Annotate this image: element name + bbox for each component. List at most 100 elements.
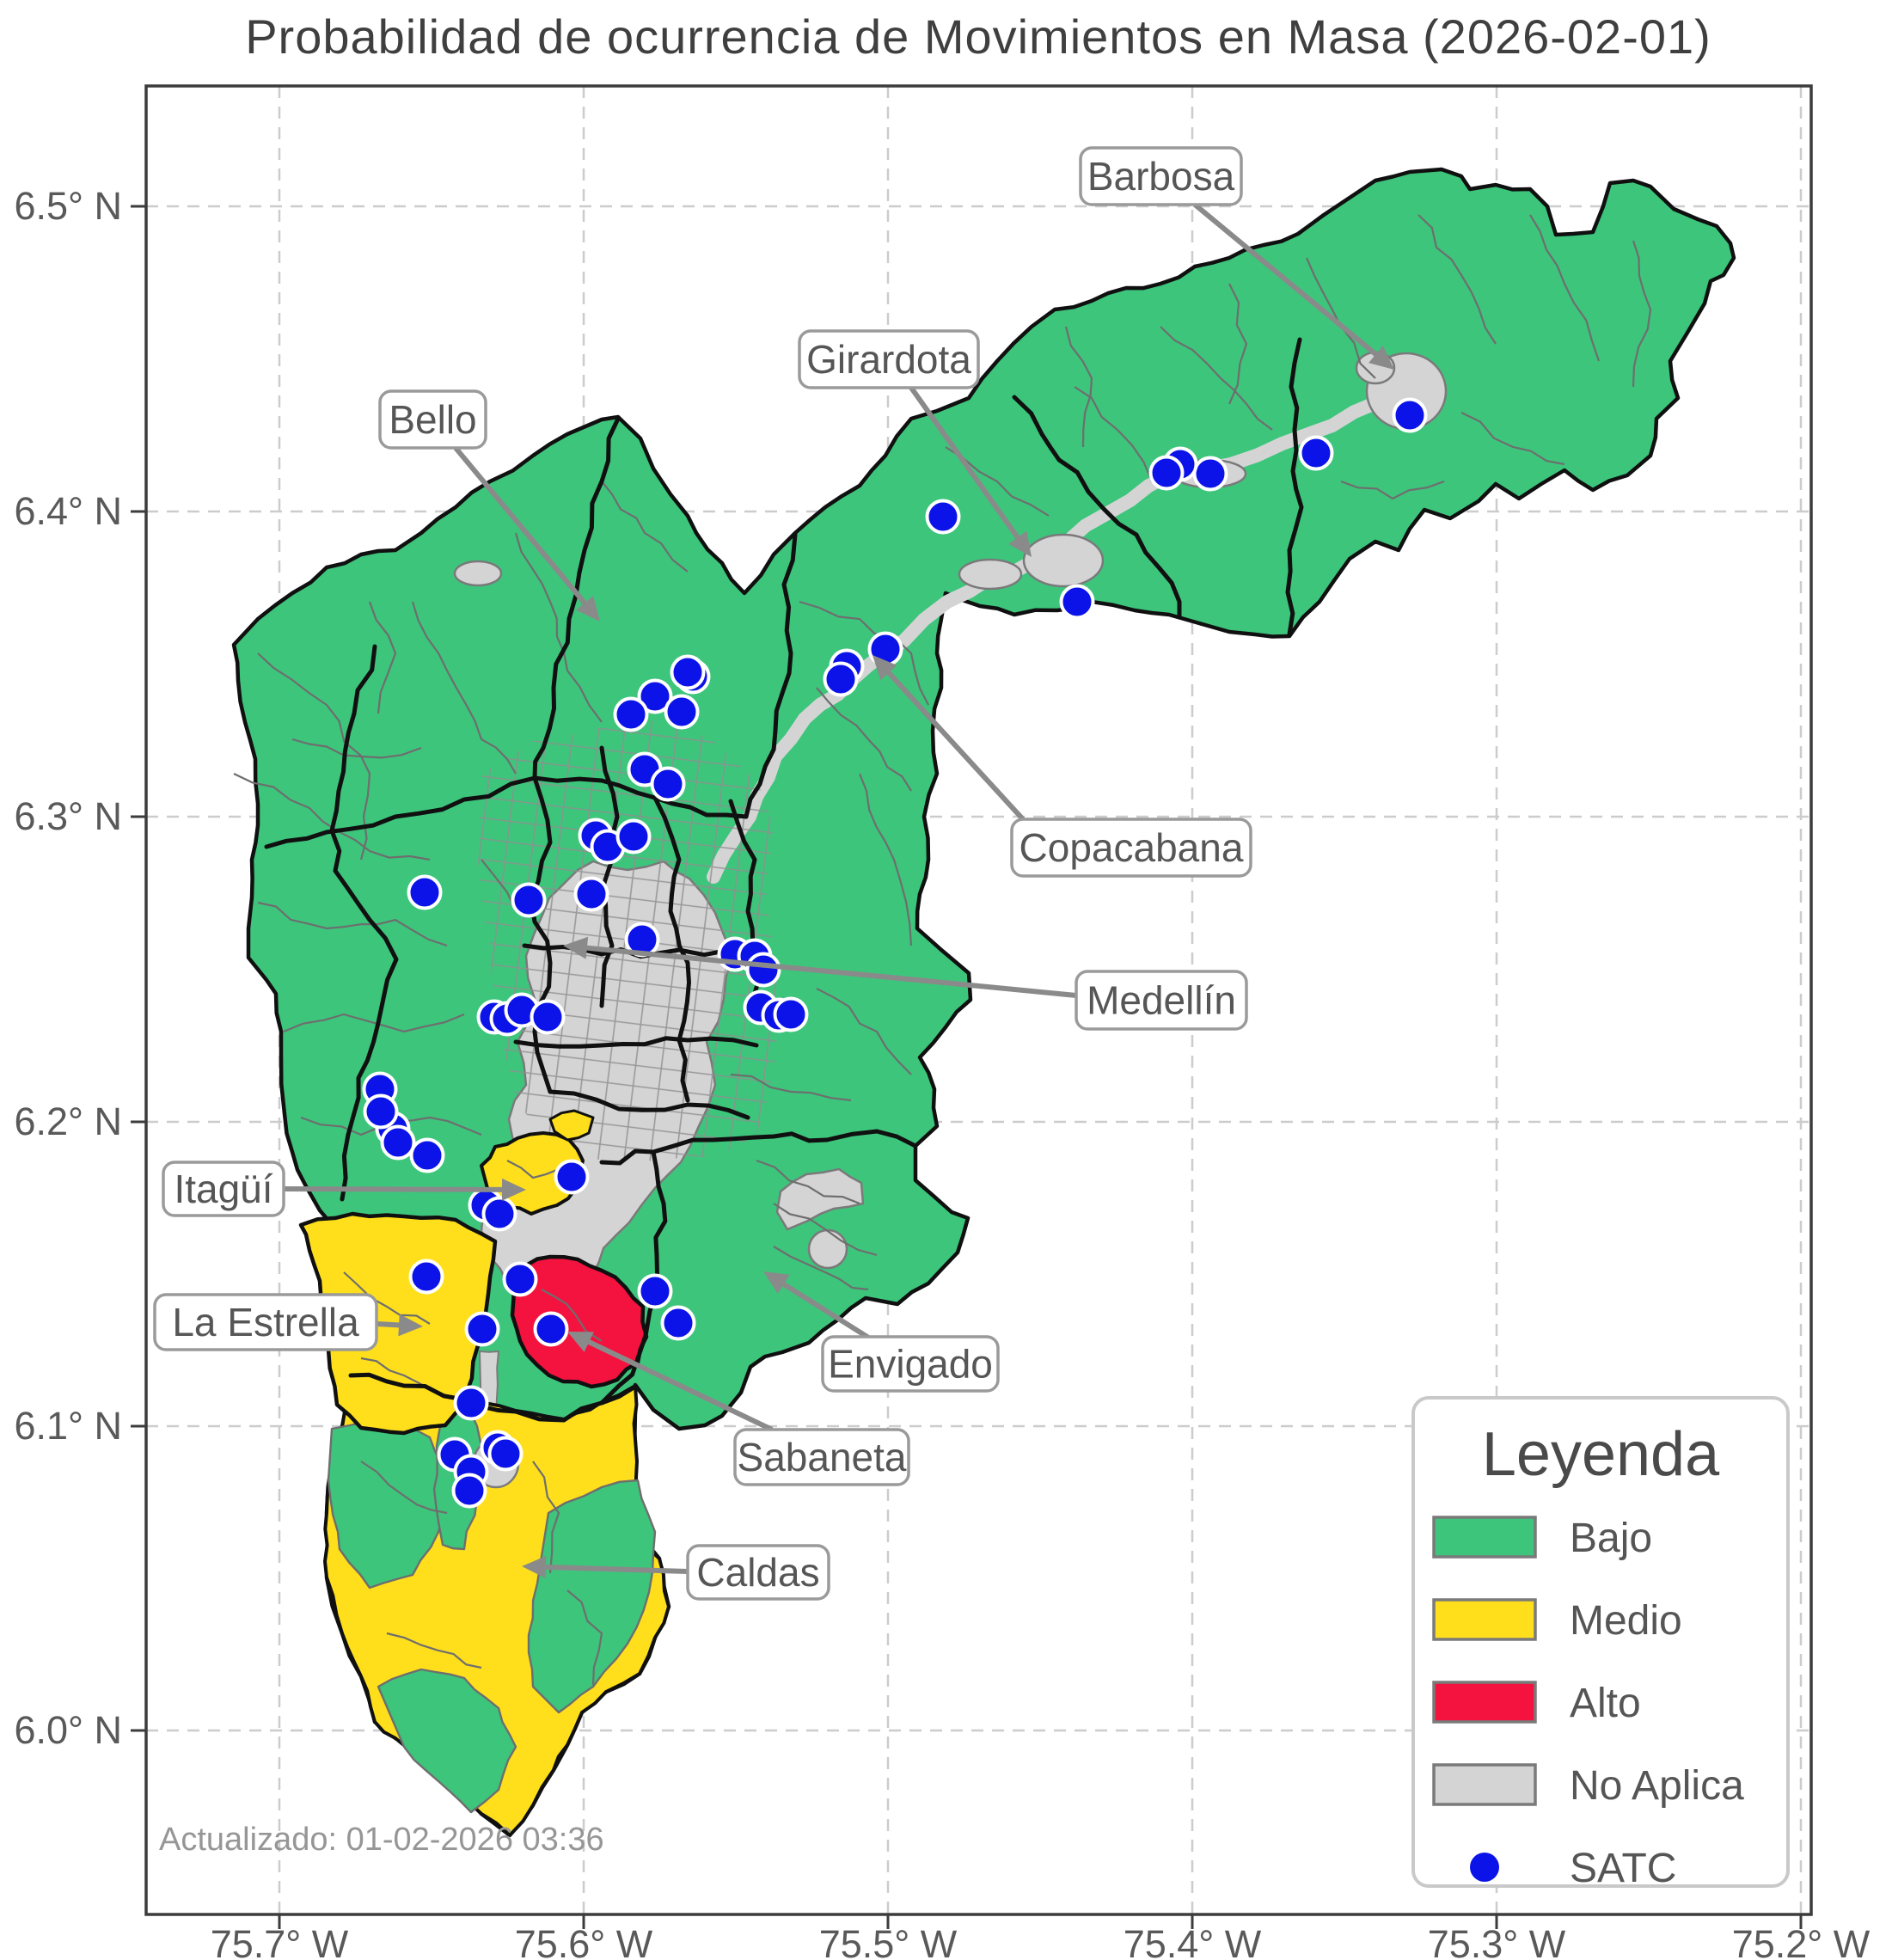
satc-dot (615, 818, 652, 854)
municipal-border (599, 1129, 918, 1166)
annotation-arrow-line (885, 668, 1026, 822)
x-tick-label: 75.3° W (1428, 1922, 1566, 1960)
satc-dot (363, 1093, 399, 1130)
y-tick-label: 6.5° N (14, 184, 122, 228)
vereda-border (1340, 480, 1445, 500)
vereda-border (601, 481, 689, 573)
annotation-arrow-line (453, 446, 589, 608)
y-tick-label: 6.4° N (14, 489, 122, 533)
urban-gray-patch (453, 560, 503, 587)
satc-dot (1148, 455, 1185, 491)
vereda-border (257, 901, 448, 947)
municipality-label-box (686, 1544, 830, 1601)
vereda-border (386, 1632, 482, 1669)
municipality-label-box (378, 389, 487, 450)
vereda-border (1305, 257, 1376, 379)
municipality-label-copacabana: Copacabana (1019, 825, 1244, 870)
x-tick-label: 75.7° W (211, 1922, 349, 1960)
annotation-arrow-line (583, 945, 1077, 998)
satc-dot (409, 1137, 445, 1173)
vereda-border (730, 1073, 852, 1102)
municipality-label-bello: Bello (389, 397, 476, 442)
legend-swatch-bajo (1432, 1516, 1537, 1559)
legend-swatch-satc (1470, 1853, 1499, 1882)
x-tick-label: 75.6° W (515, 1922, 653, 1960)
annotation-arrow-line (283, 1186, 506, 1192)
vereda-border (1064, 326, 1093, 448)
vereda-border (1460, 412, 1565, 466)
municipality-annotations: Barbosa Girardota Bello Copacabana Medellín I… (153, 146, 1394, 1601)
satc-dot (670, 654, 706, 690)
satc-dot (1298, 435, 1334, 471)
municipal-border (329, 644, 399, 1202)
municipality-label-box (798, 329, 980, 389)
municipality-label-barbosa: Barbosa (1087, 154, 1235, 199)
annotation-arrowhead (763, 1271, 790, 1294)
updated-timestamp: Actualizado: 01-02-2026 03:36 (159, 1822, 604, 1858)
satc-dot (554, 1159, 590, 1195)
vereda-border (1529, 214, 1601, 362)
annotation-arrowhead (563, 936, 589, 959)
vereda-border (291, 738, 422, 759)
vereda-border (566, 1589, 603, 1686)
satc-dot (613, 696, 649, 732)
satc-dot (637, 1273, 673, 1309)
satc-dot (660, 1305, 696, 1341)
municipality-label-medelln: Medellín (1087, 978, 1236, 1023)
annotation-arrowhead (398, 1314, 423, 1337)
envigado-gray-patch (807, 1228, 848, 1270)
vereda-border (532, 1461, 560, 1574)
vereda-border (816, 988, 912, 1075)
satc-dot (637, 678, 673, 714)
municipality-label-box (153, 1293, 378, 1351)
satc-dot (502, 1261, 538, 1297)
annotation-arrowhead (1368, 346, 1394, 370)
annotation-arrowhead (873, 655, 897, 681)
axis-labels: 75.7° W 75.6° W 75.5° W 75.4° W 75.3° W 75.2°… (14, 184, 1870, 1960)
satc-dot (925, 499, 961, 535)
municipal-border (1285, 337, 1304, 637)
annotation-arrow-line (779, 1280, 872, 1341)
municipality-label-box (162, 1161, 285, 1217)
satc-dot (745, 952, 781, 988)
municipality-label-box (821, 1335, 1000, 1393)
satc-dot (650, 766, 686, 802)
plot-frame (144, 84, 1813, 1916)
municipality-label-laestrella: La Estrella (172, 1300, 359, 1344)
vereda-border (1417, 214, 1497, 345)
vereda-border (368, 601, 397, 714)
municipal-border (529, 775, 553, 1094)
chart-title: Probabilidad de ocurrencia de Movimiento… (245, 9, 1711, 64)
satc-dot (380, 1124, 416, 1161)
annotation-arrowhead (576, 596, 600, 622)
satc-dot (481, 1196, 517, 1232)
itagui-medio-patch (548, 1109, 595, 1142)
annotation-arrow-line (585, 1338, 774, 1432)
municipality-label-girardota: Girardota (806, 337, 971, 382)
municipal-border (1012, 395, 1182, 620)
vereda-border (411, 601, 517, 775)
municipal-border (652, 795, 691, 1103)
municipality-label-box (1079, 146, 1243, 206)
caldas-bajo-south (377, 1668, 517, 1814)
legend-swatch-no_aplica (1432, 1763, 1537, 1806)
satc-dot (533, 1311, 569, 1347)
annotation-arrow-line (376, 1321, 403, 1328)
satc-dot (511, 882, 547, 918)
legend-label-bajo: Bajo (1570, 1516, 1652, 1561)
municipality-label-box (1075, 970, 1248, 1031)
vereda-border (773, 1203, 878, 1257)
legend-title: Leyenda (1482, 1420, 1720, 1489)
satc-dot (408, 1259, 444, 1295)
vereda-border (360, 1461, 448, 1515)
annotation-arrowhead (522, 1555, 547, 1578)
vereda-border (1632, 240, 1652, 388)
urban-gray-patch (1022, 533, 1105, 588)
legend-label-medio: Medio (1570, 1598, 1682, 1644)
legend-label-alto: Alto (1570, 1681, 1641, 1726)
satc-dot (823, 661, 859, 697)
annotation-arrowhead (501, 1178, 526, 1201)
y-tick-label: 6.3° N (14, 794, 122, 838)
municipal-border (348, 1372, 638, 1423)
